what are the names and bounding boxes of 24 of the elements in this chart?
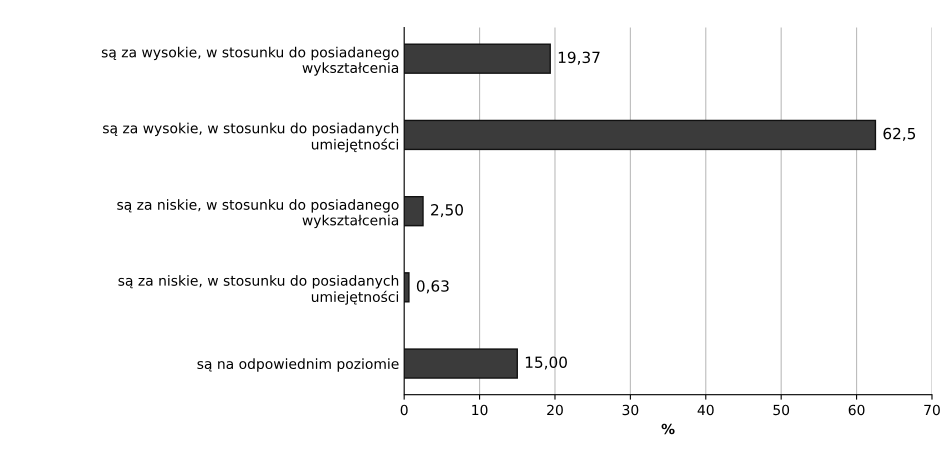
- x-tick-label: 20: [547, 404, 563, 416]
- x-tick-label: 30: [622, 404, 638, 416]
- data-label: 62,5: [883, 128, 916, 141]
- bar: [404, 348, 518, 379]
- data-label: 19,37: [558, 52, 600, 65]
- bar: [404, 272, 410, 303]
- x-tick-label: 60: [848, 404, 864, 416]
- y-tick-label: są za niskie, w stosunku do posiadanych umiejętności: [118, 275, 398, 305]
- x-tick-label: 50: [773, 404, 790, 416]
- x-axis-title: %: [662, 424, 675, 434]
- data-label: 0,63: [416, 280, 449, 294]
- bar: [404, 196, 424, 226]
- y-tick-label: są za wysokie, w stosunku do posiadanego wykształcenia: [102, 46, 399, 76]
- bar: [404, 120, 876, 150]
- data-label: 15,00: [526, 356, 567, 370]
- x-tick-label: 10: [472, 404, 488, 416]
- y-tick-label: są za wysokie, w stosunku do posiadanych umiejętności: [103, 122, 398, 152]
- y-tick-label: są za niskie, w stosunku do posiadanego wykształcenia: [117, 199, 399, 228]
- bar: [404, 44, 551, 74]
- x-tick-label: 0: [400, 404, 408, 416]
- x-tick-label: 40: [698, 404, 714, 416]
- x-tick-label: 70: [924, 404, 940, 416]
- data-label: 2,50: [431, 204, 463, 218]
- y-tick-label: są na odpowiednim poziomie: [197, 358, 399, 372]
